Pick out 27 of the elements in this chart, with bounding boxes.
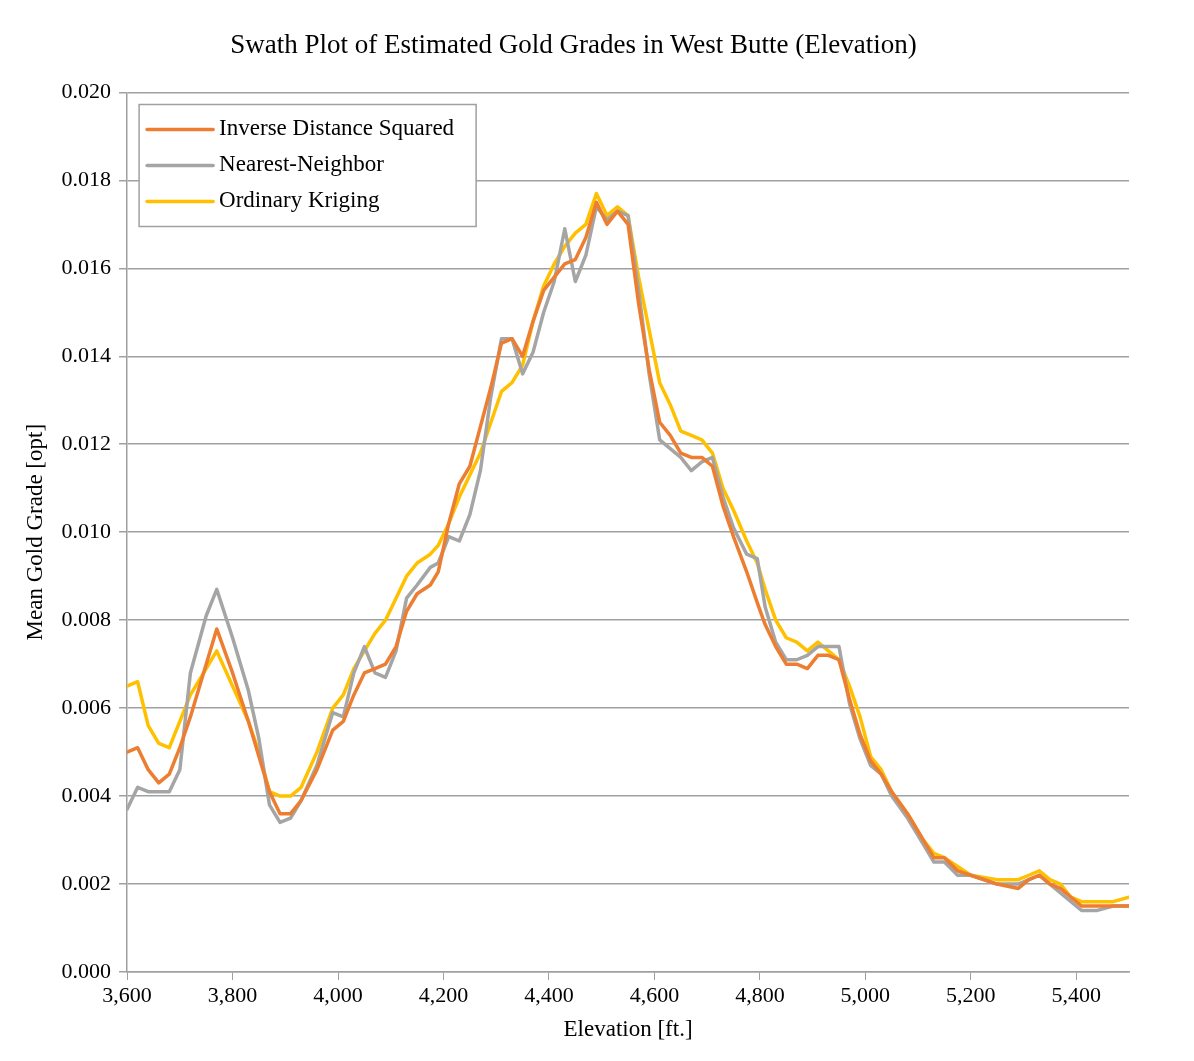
x-tick-label: 5,200 [946, 981, 996, 1007]
y-tick-label: 0.002 [61, 869, 112, 895]
y-tick-label: 0.012 [61, 430, 112, 456]
x-tick-label: 4,400 [524, 981, 574, 1007]
y-tick-label: 0.008 [61, 605, 112, 631]
y-tick-label: 0.020 [61, 78, 112, 104]
x-tick-label: 3,600 [102, 981, 152, 1007]
x-tick-label: 4,600 [629, 981, 680, 1007]
y-tick-label: 0.004 [61, 781, 112, 807]
x-tick-label: 4,800 [735, 981, 785, 1007]
x-axis-title: Elevation [ft.] [563, 1016, 693, 1042]
legend-label: Nearest-Neighbor [219, 151, 385, 177]
y-axis-title: Mean Gold Grade [opt] [21, 423, 47, 641]
legend-label: Ordinary Kriging [219, 187, 380, 213]
y-tick-label: 0.006 [61, 693, 112, 719]
y-tick-label: 0.016 [61, 254, 112, 280]
x-tick-label: 4,000 [313, 981, 363, 1007]
x-tick-label: 5,400 [1051, 981, 1102, 1007]
y-tick-label: 0.010 [61, 517, 112, 543]
x-tick-label: 4,200 [418, 981, 469, 1007]
x-tick-label: 5,000 [840, 981, 891, 1007]
x-tick-label: 3,800 [207, 981, 258, 1007]
y-tick-label: 0.014 [61, 342, 112, 368]
y-tick-label: 0.018 [61, 166, 112, 192]
y-tick-label: 0.000 [61, 957, 112, 983]
chart-title: Swath Plot of Estimated Gold Grades in West Butte (Elevation) [230, 29, 917, 60]
legend-label: Inverse Distance Squared [219, 115, 455, 141]
